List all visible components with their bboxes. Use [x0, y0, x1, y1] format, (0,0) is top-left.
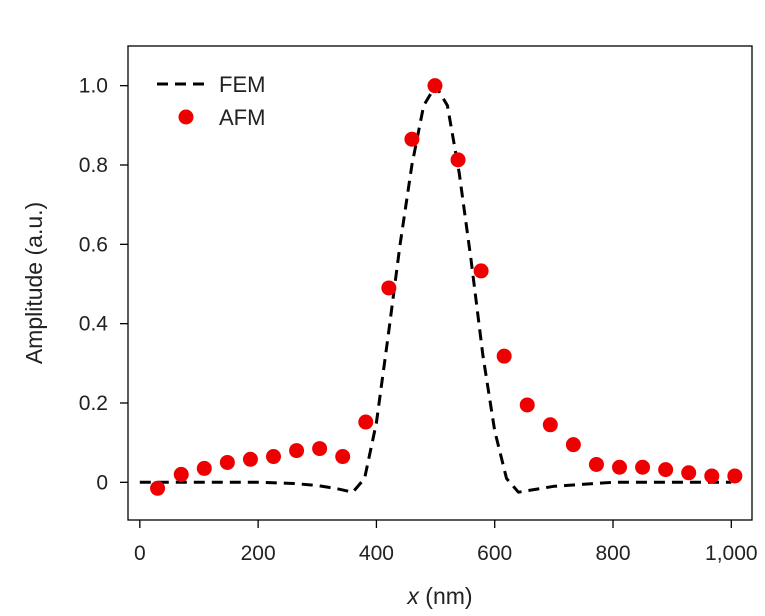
- afm-point: [542, 417, 558, 433]
- legend-afm-label: AFM: [219, 105, 265, 130]
- afm-point: [473, 263, 489, 279]
- y-tick-label: 0.8: [79, 154, 108, 177]
- x-tick-label: 600: [477, 542, 512, 565]
- x-tick-label: 400: [359, 542, 394, 565]
- afm-point: [681, 465, 697, 481]
- x-axis-label-unit: (nm): [419, 583, 473, 609]
- y-axis-label: Amplitude (a.u.): [21, 202, 47, 364]
- y-tick-label: 0.6: [79, 233, 108, 256]
- fem-line: [139, 84, 732, 494]
- afm-point: [612, 459, 628, 475]
- y-tick-label: 0.4: [79, 313, 109, 336]
- afm-point: [266, 449, 282, 465]
- x-axis-label-var: x: [406, 583, 420, 609]
- afm-point: [704, 468, 720, 484]
- y-tick-label: 0.2: [79, 392, 108, 415]
- x-axis-label: x (nm): [406, 583, 472, 609]
- x-tick-label: 0: [134, 542, 146, 565]
- x-tick-label: 200: [241, 542, 276, 565]
- x-axis: 0 200 400 600 800 1,000: [134, 520, 758, 565]
- afm-point: [565, 437, 581, 453]
- series-fem: [139, 84, 732, 494]
- afm-point: [427, 78, 443, 94]
- afm-point: [312, 441, 328, 457]
- y-tick-label: 1.0: [79, 75, 108, 98]
- afm-point: [335, 449, 351, 465]
- x-tick-label: 800: [595, 542, 630, 565]
- afm-point: [219, 454, 235, 470]
- afm-point: [450, 152, 466, 168]
- afm-point: [588, 456, 604, 472]
- legend-fem-label: FEM: [219, 72, 265, 97]
- afm-point: [196, 460, 212, 476]
- afm-point: [173, 466, 189, 482]
- series-afm: [150, 78, 743, 496]
- afm-point: [496, 348, 512, 364]
- afm-point: [727, 468, 743, 484]
- afm-point: [404, 131, 420, 147]
- afm-point: [635, 459, 651, 475]
- afm-point: [358, 414, 374, 430]
- y-tick-label: 0: [96, 471, 108, 494]
- legend: FEM AFM: [157, 72, 265, 130]
- afm-point: [381, 280, 397, 296]
- afm-point: [242, 451, 258, 467]
- afm-point: [519, 397, 535, 413]
- x-tick-label: 1,000: [705, 542, 758, 565]
- afm-point: [289, 443, 305, 459]
- plot-frame: [127, 45, 753, 521]
- legend-afm-swatch: [178, 109, 194, 125]
- afm-point: [658, 462, 674, 478]
- afm-point: [150, 480, 166, 496]
- y-axis: 0 0.2 0.4 0.6 0.8 1.0: [79, 75, 128, 494]
